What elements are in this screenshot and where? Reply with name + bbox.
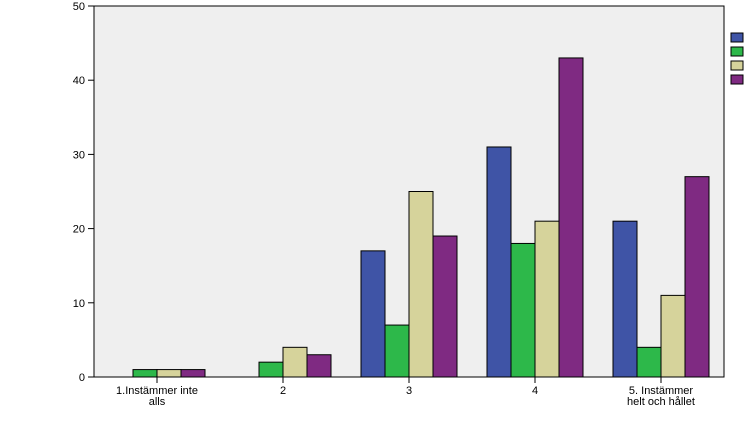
bar-series-1-cat-4	[486, 146, 512, 378]
y-tick-label: 10	[73, 298, 85, 310]
y-axis: 0 10 20 30 40 50	[73, 1, 94, 384]
bar-series-4-cat-3	[432, 235, 458, 378]
legend-swatch-1	[730, 32, 744, 43]
bar-series-2-cat-1	[132, 369, 158, 378]
x-tick-label: 4	[532, 385, 538, 397]
legend-swatch-2	[730, 46, 744, 57]
x-tick-label: 2	[280, 385, 286, 397]
x-tick-label-line: 3	[406, 385, 412, 397]
bar-series-4-cat-4	[558, 57, 584, 378]
bar-series-1-cat-5	[612, 220, 638, 378]
y-tick-label: 40	[73, 75, 85, 87]
bar-series-3-cat-5	[660, 294, 686, 378]
bar-series-4-cat-2	[306, 354, 332, 378]
x-tick-label-line: 4	[532, 385, 538, 397]
x-tick-label-line: 5. Instämmer	[629, 385, 694, 397]
bar-series-3-cat-3	[408, 191, 434, 378]
bar-series-4-cat-1	[180, 369, 206, 378]
y-tick-label: 20	[73, 224, 85, 236]
x-tick-label-line: helt och hållet	[627, 396, 695, 408]
bar-series-4-cat-5	[684, 176, 710, 378]
legend	[730, 32, 744, 85]
bars	[132, 57, 710, 378]
bar-series-3-cat-1	[156, 369, 182, 378]
y-tick-label: 50	[73, 1, 85, 13]
y-tick-label: 30	[73, 149, 85, 161]
x-axis: 1.Instämmer inte alls 2 3 4 5. Instämmer helt …	[116, 377, 695, 408]
bar-series-3-cat-2	[282, 346, 308, 378]
x-tick-label: 1.Instämmer inte alls	[116, 385, 198, 408]
bar-series-3-cat-4	[534, 220, 560, 378]
legend-swatch-3	[730, 60, 744, 71]
x-tick-label-line: 1.Instämmer inte	[116, 385, 198, 397]
x-tick-label-line: 2	[280, 385, 286, 397]
x-tick-label: 5. Instämmer helt och hållet	[627, 385, 695, 408]
bar-series-2-cat-2	[258, 361, 284, 378]
legend-swatch-4	[730, 74, 744, 85]
y-tick-label: 0	[79, 372, 85, 384]
bar-series-2-cat-5	[636, 346, 662, 378]
x-tick-label-line: alls	[149, 396, 166, 408]
bar-series-2-cat-4	[510, 242, 536, 378]
bar-series-1-cat-3	[360, 250, 386, 378]
x-tick-label: 3	[406, 385, 412, 397]
bar-series-2-cat-3	[384, 324, 410, 378]
